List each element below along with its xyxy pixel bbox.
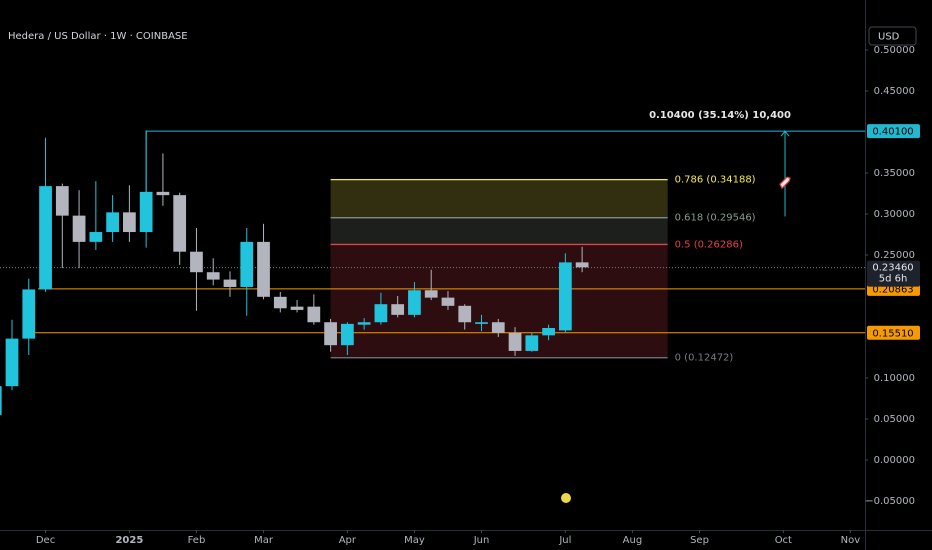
y-tick-label: 0.10000	[874, 373, 915, 384]
fib-level-label: 0.786 (0.34188)	[675, 175, 756, 186]
fib-level-label: 0.618 (0.29546)	[675, 213, 756, 224]
candle-body	[324, 322, 337, 346]
x-tick-label: 2025	[115, 535, 143, 546]
currency-button[interactable]	[868, 26, 917, 46]
x-tick-label: Apr	[339, 535, 357, 546]
candle-body	[89, 232, 103, 242]
candle-body	[5, 338, 19, 387]
x-tick-label: Oct	[775, 535, 792, 546]
candle-body	[223, 279, 237, 287]
last-price-countdown: 5d 6h	[879, 274, 908, 285]
event-marker	[561, 493, 571, 503]
y-tick-label: 0.35000	[874, 168, 915, 179]
price-tag-label: 0.40100	[872, 127, 913, 138]
candle-body	[156, 191, 170, 196]
fib-zone	[330, 244, 668, 358]
candle-body	[575, 262, 589, 268]
price-tag-label: 0.20863	[872, 284, 913, 295]
candle-body	[0, 386, 2, 415]
y-tick-label: 0.30000	[874, 209, 915, 220]
x-tick-label: Sep	[690, 535, 709, 546]
price-tag	[867, 325, 920, 340]
candle-body	[139, 191, 153, 233]
candle-body	[123, 212, 136, 233]
candle-body	[240, 241, 254, 287]
candle-body	[525, 335, 539, 351]
candle-body	[391, 304, 405, 315]
price-tag-label: 0.15510	[872, 328, 913, 339]
candle-body	[307, 306, 321, 323]
x-tick-label: Feb	[188, 535, 206, 546]
candle-body	[508, 332, 522, 351]
candle-body	[206, 272, 220, 280]
candle-body	[357, 322, 371, 325]
candle-body	[424, 290, 438, 298]
y-tick-label: −0.05000	[865, 496, 915, 507]
candle-body	[558, 262, 572, 331]
y-tick-label: 0.45000	[874, 86, 915, 97]
price-tag	[867, 124, 920, 139]
y-tick-label: 0.00000	[874, 455, 915, 466]
fib-zone	[330, 179, 668, 218]
candle-body	[491, 322, 505, 333]
candle-body	[475, 322, 488, 324]
candle-body	[441, 297, 455, 306]
candle-body	[374, 304, 388, 323]
y-tick-label: 0.50000	[874, 45, 915, 56]
x-tick-label: Jun	[473, 535, 490, 546]
candle-body	[39, 186, 52, 290]
chart-title: Hedera / US Dollar · 1W · COINBASE	[8, 31, 188, 42]
measure-arrowhead	[780, 130, 790, 137]
last-price-tag	[867, 260, 920, 287]
candle-body	[273, 296, 287, 309]
currency-label[interactable]: USD	[878, 32, 900, 43]
y-tick-label: 0.05000	[874, 414, 915, 425]
x-tick-label: Aug	[623, 535, 643, 546]
candle-body	[173, 195, 187, 252]
x-tick-label: Nov	[841, 535, 861, 546]
fib-level-label: 0 (0.12472)	[675, 353, 734, 364]
candle-body	[55, 186, 69, 216]
candle-body	[290, 306, 304, 310]
candle-body	[340, 323, 354, 346]
x-tick-label: Jul	[558, 535, 571, 546]
candle-body	[22, 289, 36, 339]
x-tick-label: May	[404, 535, 425, 546]
rocket-icon	[779, 176, 791, 190]
x-tick-label: Dec	[36, 535, 55, 546]
fib-level-label: 0.5 (0.26286)	[675, 239, 743, 250]
candle-body	[72, 215, 86, 242]
plot: 0.786 (0.34188) 0.618 (0.29546) 0.5 (0.262…	[0, 110, 865, 503]
y-tick-label: 0.25000	[874, 250, 915, 261]
candle-body	[458, 305, 472, 323]
x-tick-label: Mar	[254, 535, 274, 546]
candle-body	[408, 290, 421, 315]
candle-body	[257, 241, 270, 297]
fib-zone	[330, 217, 668, 245]
candle-body	[542, 327, 555, 336]
measure-label: 0.10400 (35.14%) 10,400	[649, 110, 791, 121]
candle-body	[106, 212, 119, 233]
candle-body	[190, 251, 203, 273]
last-price-label: 0.23460	[872, 263, 913, 274]
